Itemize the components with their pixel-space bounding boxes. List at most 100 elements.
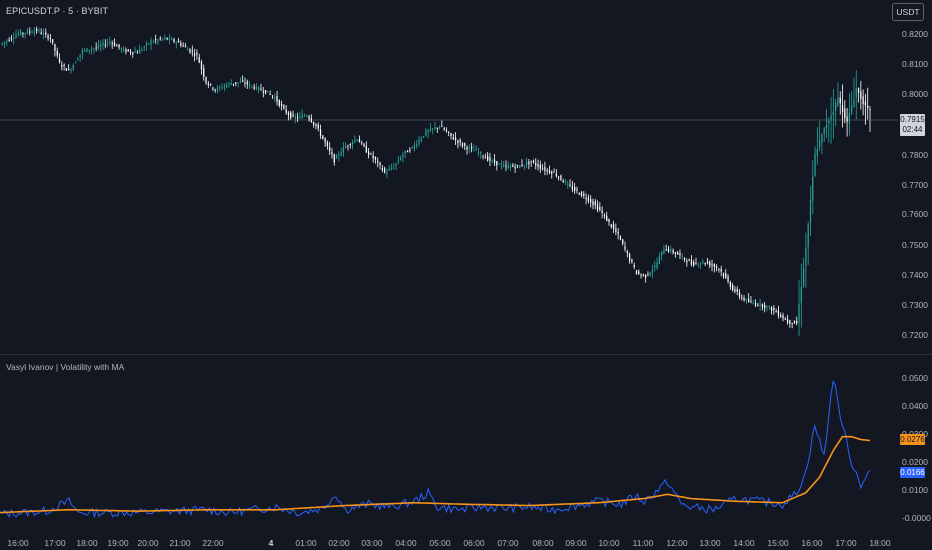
candle-body	[480, 152, 482, 154]
candle-up	[814, 146, 816, 177]
candle-body	[482, 155, 484, 157]
candle-body	[477, 152, 480, 154]
indicator-axis-label: -0.0000	[902, 513, 931, 523]
candle-up	[766, 305, 768, 312]
candle-down	[775, 308, 777, 313]
candle-down	[791, 322, 793, 329]
candle-body	[590, 199, 592, 203]
candle-down	[780, 312, 782, 318]
candle-body	[715, 266, 718, 268]
candle-down	[679, 249, 681, 259]
candle-body	[370, 153, 372, 155]
candle-down	[521, 159, 523, 167]
candle-down	[276, 91, 278, 106]
candle-up	[434, 121, 436, 131]
candle-body	[745, 299, 747, 301]
candle-down	[647, 271, 649, 277]
time-axis-label: 02:00	[328, 538, 350, 548]
candle-down	[367, 147, 370, 159]
candle-down	[592, 198, 594, 210]
indicator-chart[interactable]	[0, 356, 932, 532]
candle-body	[253, 86, 255, 89]
time-axis-label: 18:00	[869, 538, 891, 548]
candle-body	[365, 146, 367, 153]
candle-body	[358, 138, 361, 143]
candle-up	[303, 113, 306, 117]
candle-up	[340, 147, 342, 157]
candle-up	[38, 27, 40, 34]
candle-body	[564, 181, 567, 183]
candle-body	[814, 153, 816, 177]
candle-body	[203, 68, 205, 77]
price-axis-label: 0.7500	[902, 240, 928, 250]
candle-body	[17, 33, 19, 36]
candle-body	[409, 149, 411, 152]
price-chart[interactable]	[0, 0, 932, 352]
candle-body	[601, 210, 603, 214]
candle-body	[223, 85, 225, 87]
candle-body	[793, 320, 796, 324]
candle-up	[697, 262, 699, 268]
candle-body	[576, 189, 578, 191]
candle-body	[484, 157, 486, 159]
candle-up	[97, 39, 100, 51]
candle-body	[13, 37, 15, 39]
candle-body	[88, 49, 90, 51]
candle-down	[562, 178, 564, 183]
candle-body	[420, 138, 422, 141]
candle-up	[473, 144, 475, 152]
candle-down	[569, 179, 571, 188]
candle-body	[553, 171, 555, 173]
candle-down	[264, 89, 267, 95]
candle-up	[239, 77, 242, 84]
candle-up	[223, 83, 225, 92]
candle-down	[622, 238, 624, 246]
candle-body	[624, 246, 626, 250]
candle-body	[649, 272, 651, 276]
candle-body	[537, 164, 539, 167]
candle-down	[736, 286, 738, 296]
candle-body	[734, 289, 736, 292]
candle-body	[606, 215, 608, 222]
candle-down	[200, 59, 203, 75]
currency-button[interactable]: USDT	[892, 3, 924, 21]
candle-up	[699, 262, 702, 269]
candle-body	[464, 143, 466, 146]
candle-down	[635, 270, 638, 275]
candle-up	[338, 151, 340, 162]
candle-down	[720, 265, 722, 277]
candle-up	[480, 151, 482, 159]
candle-body	[819, 140, 821, 148]
price-axis-label: 0.7600	[902, 209, 928, 219]
candle-up	[663, 244, 665, 255]
candle-down	[617, 228, 619, 240]
candle-body	[507, 165, 509, 169]
candle-body	[780, 315, 782, 317]
candle-down	[683, 257, 686, 263]
candle-body	[436, 127, 438, 129]
candle-body	[116, 45, 118, 47]
candle-body	[690, 260, 693, 265]
candle-down	[846, 107, 848, 137]
time-axis-label: 16:00	[801, 538, 823, 548]
candle-up	[656, 257, 658, 270]
time-axis-label: 16:00	[7, 538, 29, 548]
candle-down	[454, 132, 457, 145]
candle-up	[31, 29, 33, 34]
candle-body	[587, 197, 590, 202]
candle-body	[26, 30, 29, 34]
candle-down	[177, 37, 180, 43]
candle-down	[553, 168, 555, 173]
candle-down	[63, 63, 65, 71]
candle-up	[429, 123, 432, 132]
candle-body	[106, 42, 109, 44]
candle-body	[816, 149, 818, 156]
candle-down	[471, 142, 473, 153]
candle-up	[500, 160, 503, 170]
candle-body	[276, 96, 278, 102]
candle-up	[351, 139, 354, 150]
pane-divider[interactable]	[0, 354, 932, 355]
candle-up	[267, 91, 269, 93]
price-axis-label: 0.7400	[902, 270, 928, 280]
candle-body	[326, 142, 329, 147]
